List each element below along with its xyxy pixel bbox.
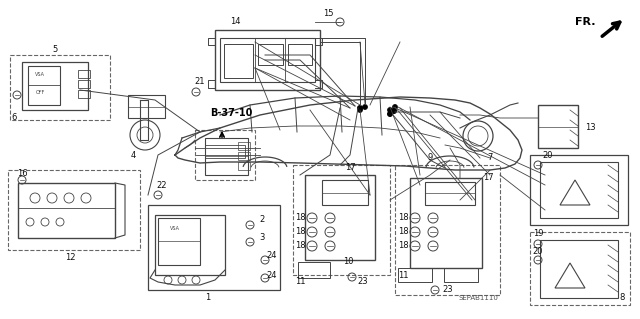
- Circle shape: [358, 108, 362, 113]
- Bar: [8, 170, 140, 250]
- Text: 17: 17: [345, 164, 355, 173]
- Bar: [18, 183, 115, 238]
- Bar: [540, 240, 618, 298]
- Text: 19: 19: [532, 229, 543, 239]
- Bar: [155, 215, 225, 275]
- Text: 23: 23: [358, 278, 368, 286]
- Text: SEPAB1110: SEPAB1110: [458, 295, 498, 301]
- Text: 13: 13: [585, 123, 595, 132]
- Text: 9: 9: [428, 153, 433, 162]
- Bar: [398, 268, 432, 282]
- Bar: [224, 44, 253, 78]
- Bar: [78, 90, 90, 98]
- Bar: [258, 44, 283, 65]
- Bar: [530, 232, 630, 305]
- Bar: [148, 205, 280, 290]
- Text: 21: 21: [195, 78, 205, 86]
- Circle shape: [387, 108, 392, 113]
- Bar: [238, 162, 250, 170]
- Circle shape: [387, 111, 393, 117]
- Bar: [28, 66, 60, 105]
- Bar: [78, 70, 90, 78]
- Bar: [540, 162, 618, 218]
- Bar: [444, 268, 478, 282]
- Bar: [288, 44, 312, 65]
- Bar: [298, 262, 330, 278]
- Text: 18: 18: [397, 213, 408, 222]
- Text: 20: 20: [532, 248, 543, 256]
- Bar: [305, 175, 375, 260]
- Text: 11: 11: [295, 278, 305, 286]
- Bar: [395, 165, 500, 295]
- Circle shape: [362, 105, 367, 109]
- Bar: [322, 180, 368, 205]
- Bar: [410, 178, 482, 268]
- Text: FR.: FR.: [575, 17, 595, 27]
- Text: 8: 8: [620, 293, 625, 302]
- Bar: [195, 130, 255, 180]
- Text: OFF: OFF: [35, 90, 45, 94]
- Text: 7: 7: [487, 153, 493, 162]
- Bar: [293, 165, 390, 275]
- Text: VSA: VSA: [35, 72, 45, 78]
- Bar: [205, 138, 248, 175]
- Text: 4: 4: [131, 151, 136, 160]
- Text: 15: 15: [323, 10, 333, 19]
- Bar: [215, 30, 320, 90]
- Bar: [538, 105, 578, 148]
- Text: 1: 1: [205, 293, 211, 302]
- Bar: [128, 95, 165, 118]
- Text: 22: 22: [157, 181, 167, 189]
- Text: 14: 14: [230, 18, 240, 26]
- Text: VSA: VSA: [170, 226, 180, 231]
- Bar: [10, 55, 110, 120]
- Text: 18: 18: [294, 241, 305, 250]
- Text: 23: 23: [443, 286, 453, 294]
- Text: 11: 11: [397, 271, 408, 279]
- Text: 17: 17: [483, 174, 493, 182]
- Bar: [22, 62, 88, 110]
- Text: 18: 18: [397, 227, 408, 236]
- Text: 5: 5: [52, 46, 58, 55]
- Text: 2: 2: [259, 216, 264, 225]
- Text: 3: 3: [259, 234, 265, 242]
- Circle shape: [357, 105, 363, 111]
- Bar: [205, 145, 245, 158]
- Bar: [425, 182, 475, 205]
- Text: B-37-10: B-37-10: [210, 108, 252, 118]
- Text: 18: 18: [294, 213, 305, 222]
- Circle shape: [392, 105, 397, 109]
- Text: 6: 6: [12, 114, 17, 122]
- Bar: [238, 142, 250, 150]
- Text: 18: 18: [397, 241, 408, 250]
- Text: 24: 24: [267, 250, 277, 259]
- Bar: [158, 218, 200, 265]
- Bar: [78, 80, 90, 88]
- Text: 12: 12: [65, 254, 76, 263]
- Text: 24: 24: [267, 271, 277, 279]
- Bar: [530, 155, 628, 225]
- Text: 16: 16: [17, 169, 28, 179]
- Bar: [238, 152, 250, 160]
- Text: 20: 20: [543, 151, 553, 160]
- Text: 10: 10: [343, 257, 353, 266]
- Circle shape: [391, 108, 397, 114]
- Bar: [220, 38, 315, 82]
- Text: 18: 18: [294, 227, 305, 236]
